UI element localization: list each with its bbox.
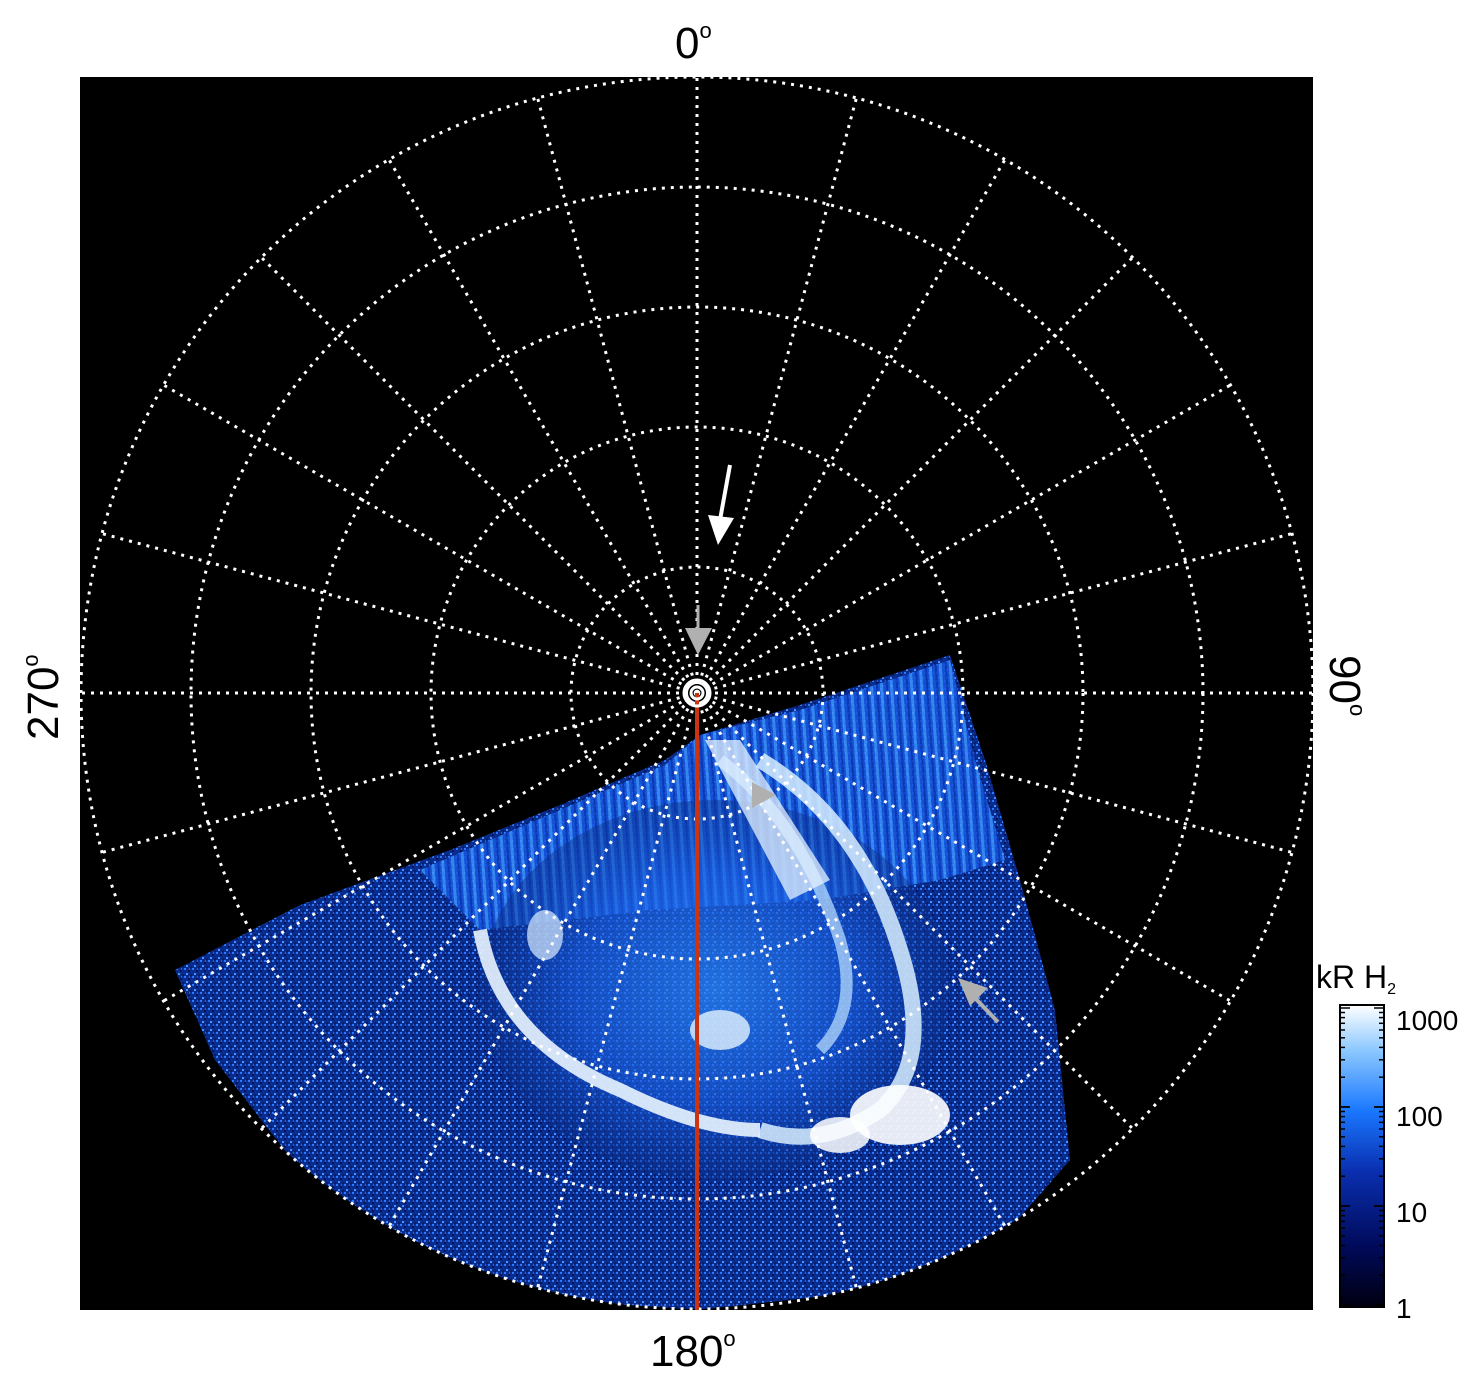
longitude-line — [387, 692, 699, 1228]
longitude-line — [162, 383, 698, 695]
latitude-circle — [429, 425, 965, 961]
white-arrow — [708, 464, 734, 545]
longitude-line — [536, 692, 699, 1289]
longitude-line — [536, 97, 699, 694]
longitude-line — [695, 256, 1134, 695]
longitude-line — [695, 692, 1007, 1228]
pole-marker-outer — [682, 678, 712, 708]
label-180-deg: 180o — [650, 1326, 736, 1376]
gray-arrow-right — [958, 978, 1000, 1024]
label-90-deg: 90o — [1320, 655, 1370, 716]
colorbar-tick-100: 100 — [1396, 1101, 1443, 1132]
colorbar-tick-1: 1 — [1396, 1293, 1412, 1324]
bright-spot-2 — [810, 1117, 870, 1153]
longitude-line — [696, 532, 1293, 695]
label-0-deg: 0o — [675, 18, 712, 68]
gray-arrowhead-aurora — [752, 782, 776, 808]
longitude-line — [695, 158, 1007, 694]
label-270-deg: 270o — [18, 654, 68, 740]
aurora-emission-image — [175, 655, 1070, 1309]
latitude-circle — [309, 305, 1085, 1081]
longitude-line — [101, 691, 698, 854]
colorbar-tick-1000: 1000 — [1396, 1005, 1458, 1036]
bright-spot-3 — [690, 1010, 750, 1050]
longitude-line — [260, 256, 699, 695]
longitude-line — [695, 692, 858, 1289]
colorbar-ticks — [1340, 1007, 1384, 1306]
latitude-circle — [80, 77, 1313, 1310]
gray-arrow-pole — [685, 605, 712, 655]
longitude-line — [696, 383, 1232, 695]
colorbar-tick-10: 10 — [1396, 1197, 1427, 1228]
longitude-line — [695, 691, 1134, 1130]
bright-spot-1 — [850, 1085, 950, 1145]
pole-marker-inner — [689, 685, 705, 701]
colorbar-title: kR H2 — [1316, 959, 1396, 998]
colorbar: kR H2 1000 100 10 1 — [1316, 959, 1458, 1324]
polar-bright-streaks — [705, 740, 830, 900]
longitude-line — [695, 97, 858, 694]
longitude-line — [387, 158, 699, 694]
longitude-line — [101, 532, 698, 695]
longitude-line — [696, 691, 1232, 1003]
longitude-line — [696, 691, 1293, 854]
longitude-line — [162, 691, 698, 1003]
longitude-line — [260, 691, 699, 1130]
bright-spot-4 — [527, 910, 563, 960]
main-oval-arc-left — [473, 928, 761, 1137]
colorbar-gradient — [1339, 1004, 1385, 1308]
